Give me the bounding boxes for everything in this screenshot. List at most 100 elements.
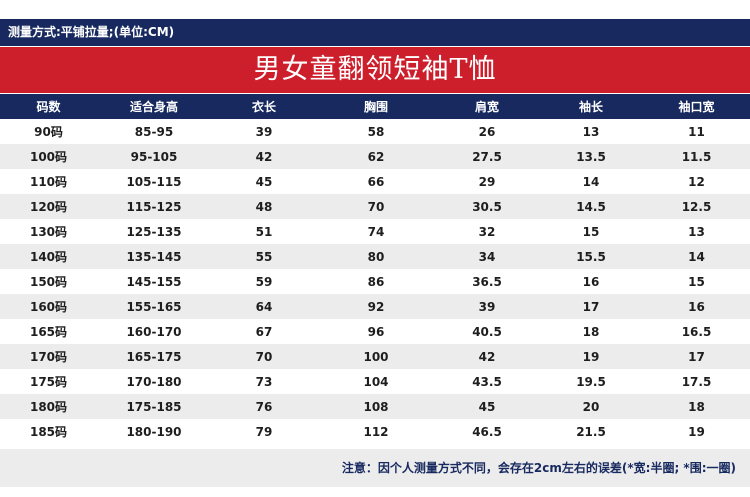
height-cell: 165-175 bbox=[97, 344, 211, 369]
table-row: 150码 145-155 59 86 36.5 16 15 bbox=[0, 269, 750, 294]
height-cell: 85-95 bbox=[97, 119, 211, 144]
table-header-row: 码数 适合身高 衣长 胸围 肩宽 袖长 袖口宽 bbox=[0, 94, 750, 119]
size-cell: 140码 bbox=[0, 244, 97, 269]
size-cell: 110码 bbox=[0, 169, 97, 194]
chest-cell: 58 bbox=[317, 119, 435, 144]
shoulder-cell: 30.5 bbox=[435, 194, 539, 219]
column-header-shoulder: 肩宽 bbox=[435, 94, 539, 119]
shoulder-cell: 40.5 bbox=[435, 319, 539, 344]
table-row: 90码 85-95 39 58 26 13 11 bbox=[0, 119, 750, 144]
chest-cell: 96 bbox=[317, 319, 435, 344]
sleeve-cell: 17 bbox=[539, 294, 643, 319]
shoulder-cell: 39 bbox=[435, 294, 539, 319]
chest-cell: 86 bbox=[317, 269, 435, 294]
size-table: 码数 适合身高 衣长 胸围 肩宽 袖长 袖口宽 90码 85-95 39 58 26 13… bbox=[0, 94, 750, 444]
length-cell: 39 bbox=[211, 119, 317, 144]
cuff-cell: 14 bbox=[643, 244, 750, 269]
length-cell: 45 bbox=[211, 169, 317, 194]
shoulder-cell: 32 bbox=[435, 219, 539, 244]
length-cell: 48 bbox=[211, 194, 317, 219]
sleeve-cell: 13.5 bbox=[539, 144, 643, 169]
size-cell: 175码 bbox=[0, 369, 97, 394]
shoulder-cell: 42 bbox=[435, 344, 539, 369]
shoulder-cell: 27.5 bbox=[435, 144, 539, 169]
height-cell: 105-115 bbox=[97, 169, 211, 194]
chest-cell: 62 bbox=[317, 144, 435, 169]
height-cell: 125-135 bbox=[97, 219, 211, 244]
cuff-cell: 17.5 bbox=[643, 369, 750, 394]
chest-cell: 104 bbox=[317, 369, 435, 394]
table-row: 180码 175-185 76 108 45 20 18 bbox=[0, 394, 750, 419]
size-cell: 100码 bbox=[0, 144, 97, 169]
shoulder-cell: 36.5 bbox=[435, 269, 539, 294]
chest-cell: 74 bbox=[317, 219, 435, 244]
size-cell: 120码 bbox=[0, 194, 97, 219]
shoulder-cell: 34 bbox=[435, 244, 539, 269]
height-cell: 155-165 bbox=[97, 294, 211, 319]
sleeve-cell: 20 bbox=[539, 394, 643, 419]
cuff-cell: 16.5 bbox=[643, 319, 750, 344]
size-cell: 170码 bbox=[0, 344, 97, 369]
length-cell: 76 bbox=[211, 394, 317, 419]
shoulder-cell: 45 bbox=[435, 394, 539, 419]
cuff-cell: 16 bbox=[643, 294, 750, 319]
column-header-length: 衣长 bbox=[211, 94, 317, 119]
cuff-cell: 11 bbox=[643, 119, 750, 144]
sleeve-cell: 15 bbox=[539, 219, 643, 244]
sleeve-cell: 16 bbox=[539, 269, 643, 294]
chest-cell: 100 bbox=[317, 344, 435, 369]
shoulder-cell: 43.5 bbox=[435, 369, 539, 394]
size-cell: 130码 bbox=[0, 219, 97, 244]
chest-cell: 66 bbox=[317, 169, 435, 194]
shoulder-cell: 46.5 bbox=[435, 419, 539, 444]
table-row: 100码 95-105 42 62 27.5 13.5 11.5 bbox=[0, 144, 750, 169]
length-cell: 67 bbox=[211, 319, 317, 344]
length-cell: 55 bbox=[211, 244, 317, 269]
sleeve-cell: 19.5 bbox=[539, 369, 643, 394]
column-header-chest: 胸围 bbox=[317, 94, 435, 119]
sleeve-cell: 15.5 bbox=[539, 244, 643, 269]
chest-cell: 70 bbox=[317, 194, 435, 219]
size-cell: 160码 bbox=[0, 294, 97, 319]
column-header-sleeve: 袖长 bbox=[539, 94, 643, 119]
sleeve-cell: 14 bbox=[539, 169, 643, 194]
sleeve-cell: 18 bbox=[539, 319, 643, 344]
sleeve-cell: 13 bbox=[539, 119, 643, 144]
table-row: 160码 155-165 64 92 39 17 16 bbox=[0, 294, 750, 319]
table-row: 165码 160-170 67 96 40.5 18 16.5 bbox=[0, 319, 750, 344]
cuff-cell: 12 bbox=[643, 169, 750, 194]
chest-cell: 92 bbox=[317, 294, 435, 319]
chest-cell: 80 bbox=[317, 244, 435, 269]
footer-note: 注意：因个人测量方式不同，会存在2cm左右的误差(*宽:半圈; *围:一圈) bbox=[0, 449, 750, 487]
size-cell: 150码 bbox=[0, 269, 97, 294]
sleeve-cell: 19 bbox=[539, 344, 643, 369]
column-header-height: 适合身高 bbox=[97, 94, 211, 119]
cuff-cell: 13 bbox=[643, 219, 750, 244]
height-cell: 175-185 bbox=[97, 394, 211, 419]
chest-cell: 112 bbox=[317, 419, 435, 444]
size-cell: 90码 bbox=[0, 119, 97, 144]
length-cell: 64 bbox=[211, 294, 317, 319]
shoulder-cell: 29 bbox=[435, 169, 539, 194]
height-cell: 95-105 bbox=[97, 144, 211, 169]
shoulder-cell: 26 bbox=[435, 119, 539, 144]
sleeve-cell: 21.5 bbox=[539, 419, 643, 444]
table-body: 90码 85-95 39 58 26 13 11 100码 95-105 42 62 27.5 13.5… bbox=[0, 119, 750, 444]
height-cell: 145-155 bbox=[97, 269, 211, 294]
table-row: 130码 125-135 51 74 32 15 13 bbox=[0, 219, 750, 244]
length-cell: 70 bbox=[211, 344, 317, 369]
table-row: 175码 170-180 73 104 43.5 19.5 17.5 bbox=[0, 369, 750, 394]
measure-method-label: 测量方式:平铺拉量;(单位:CM) bbox=[0, 19, 750, 46]
cuff-cell: 18 bbox=[643, 394, 750, 419]
table-row: 170码 165-175 70 100 42 19 17 bbox=[0, 344, 750, 369]
height-cell: 170-180 bbox=[97, 369, 211, 394]
column-header-cuff: 袖口宽 bbox=[643, 94, 750, 119]
page-title: 男女童翻领短袖T恤 bbox=[0, 47, 750, 93]
height-cell: 180-190 bbox=[97, 419, 211, 444]
cuff-cell: 11.5 bbox=[643, 144, 750, 169]
sleeve-cell: 14.5 bbox=[539, 194, 643, 219]
size-cell: 185码 bbox=[0, 419, 97, 444]
length-cell: 51 bbox=[211, 219, 317, 244]
column-header-size: 码数 bbox=[0, 94, 97, 119]
